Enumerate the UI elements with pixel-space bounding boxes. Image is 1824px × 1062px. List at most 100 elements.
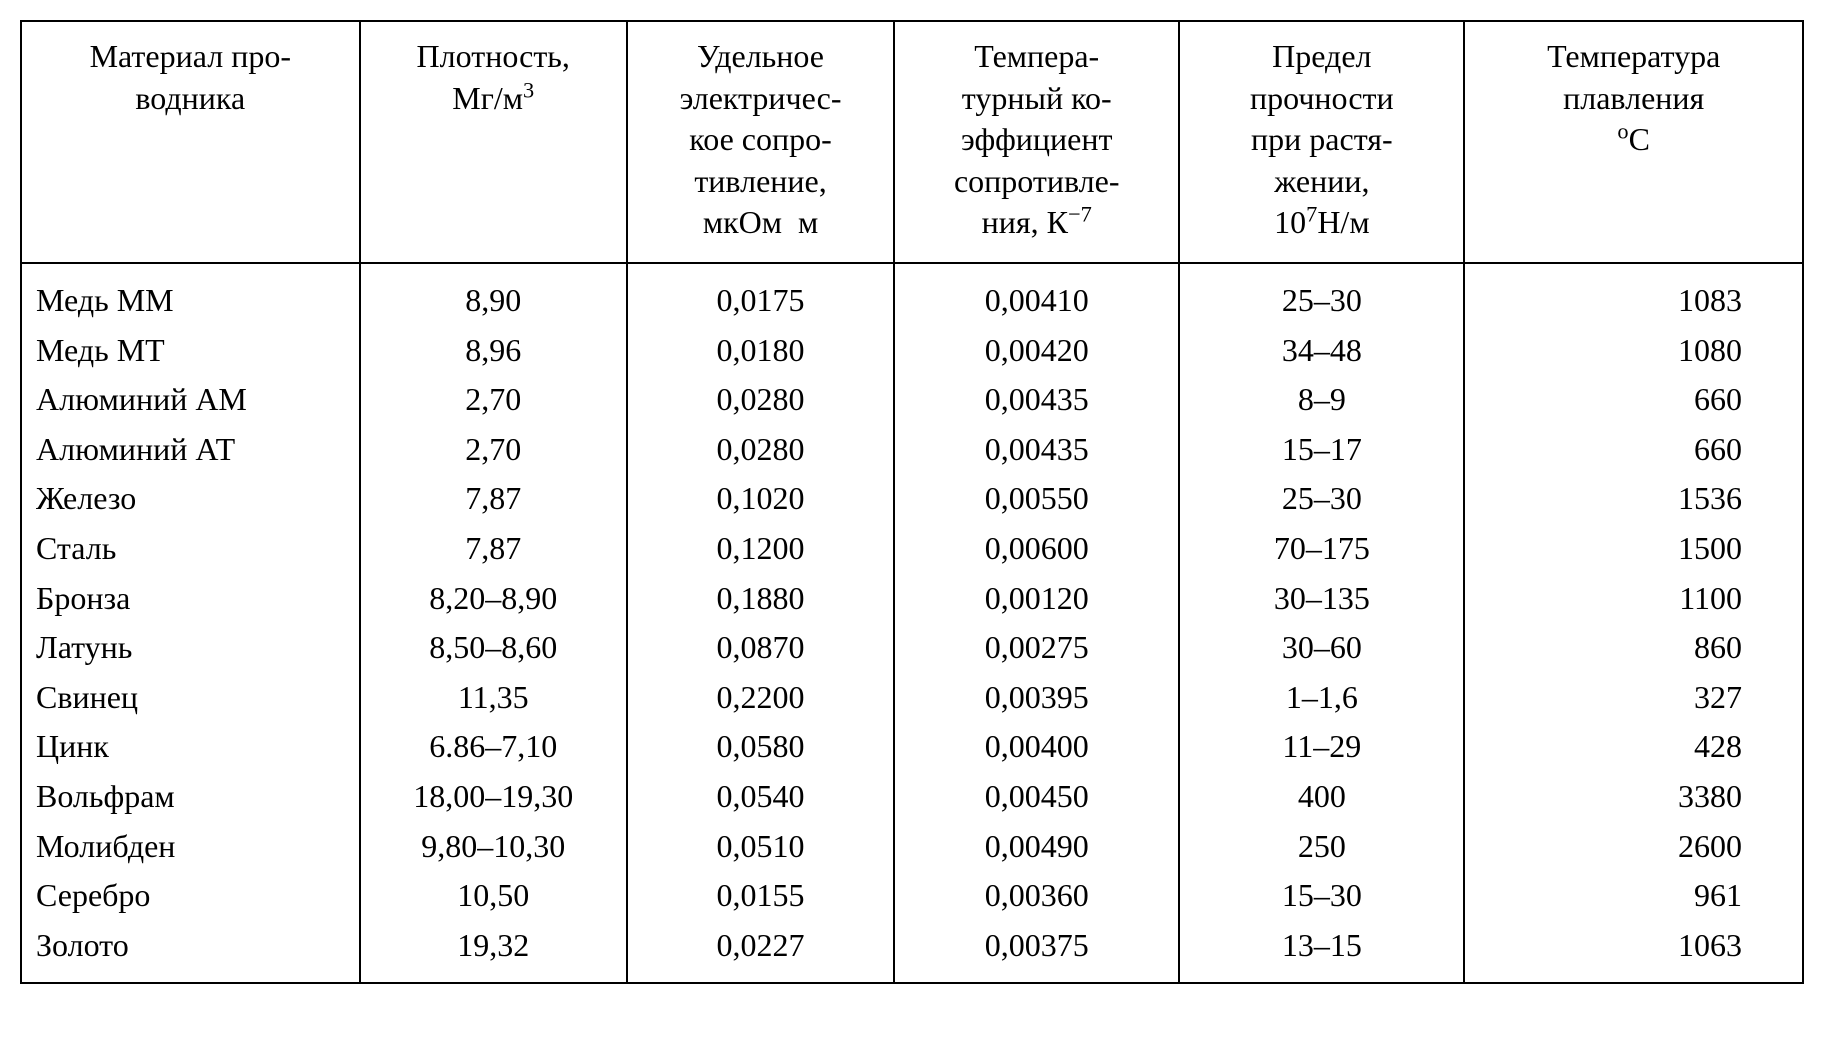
cell-resist: 0,1200 <box>627 524 894 574</box>
col-header-resistance: Удельноеэлектричес-кое сопро-тивление,мк… <box>627 21 894 263</box>
cell-resist: 0,1880 <box>627 574 894 624</box>
cell-melt: 428 <box>1464 722 1803 772</box>
cell-tensile: 30–135 <box>1179 574 1464 624</box>
table-row: Бронза8,20–8,900,18800,0012030–1351100 <box>21 574 1803 624</box>
conductor-properties-table: Материал про-водника Плотность,Мг/м3 Уде… <box>20 20 1804 984</box>
cell-tempco: 0,00490 <box>894 822 1179 872</box>
cell-material: Бронза <box>21 574 360 624</box>
cell-density: 2,70 <box>360 425 627 475</box>
table-row: Сталь7,870,12000,0060070–1751500 <box>21 524 1803 574</box>
cell-material: Железо <box>21 474 360 524</box>
cell-material: Вольфрам <box>21 772 360 822</box>
col-header-material: Материал про-водника <box>21 21 360 263</box>
cell-melt: 1063 <box>1464 921 1803 984</box>
cell-density: 7,87 <box>360 524 627 574</box>
cell-tensile: 1–1,6 <box>1179 673 1464 723</box>
table-row: Медь ММ8,900,01750,0041025–301083 <box>21 263 1803 326</box>
cell-tempco: 0,00360 <box>894 871 1179 921</box>
cell-melt: 961 <box>1464 871 1803 921</box>
cell-tensile: 15–30 <box>1179 871 1464 921</box>
cell-melt: 860 <box>1464 623 1803 673</box>
cell-tempco: 0,00120 <box>894 574 1179 624</box>
cell-resist: 0,0540 <box>627 772 894 822</box>
cell-tensile: 13–15 <box>1179 921 1464 984</box>
cell-material: Золото <box>21 921 360 984</box>
cell-material: Молибден <box>21 822 360 872</box>
cell-tensile: 30–60 <box>1179 623 1464 673</box>
cell-resist: 0,0510 <box>627 822 894 872</box>
cell-resist: 0,0175 <box>627 263 894 326</box>
cell-material: Алюминий АМ <box>21 375 360 425</box>
cell-tensile: 250 <box>1179 822 1464 872</box>
cell-resist: 0,2200 <box>627 673 894 723</box>
col-header-melting: ТемператураплавленияоС <box>1464 21 1803 263</box>
table-header: Материал про-водника Плотность,Мг/м3 Уде… <box>21 21 1803 263</box>
table-row: Алюминий АМ2,700,02800,004358–9660 <box>21 375 1803 425</box>
cell-tempco: 0,00435 <box>894 375 1179 425</box>
table-row: Медь МТ8,960,01800,0042034–481080 <box>21 326 1803 376</box>
cell-material: Латунь <box>21 623 360 673</box>
cell-tensile: 11–29 <box>1179 722 1464 772</box>
cell-tempco: 0,00450 <box>894 772 1179 822</box>
table-row: Железо7,870,10200,0055025–301536 <box>21 474 1803 524</box>
table-body: Медь ММ8,900,01750,0041025–301083Медь МТ… <box>21 263 1803 983</box>
table-header-row: Материал про-водника Плотность,Мг/м3 Уде… <box>21 21 1803 263</box>
cell-tensile: 25–30 <box>1179 263 1464 326</box>
cell-tempco: 0,00435 <box>894 425 1179 475</box>
cell-melt: 2600 <box>1464 822 1803 872</box>
cell-resist: 0,0155 <box>627 871 894 921</box>
cell-density: 19,32 <box>360 921 627 984</box>
cell-material: Медь ММ <box>21 263 360 326</box>
cell-density: 9,80–10,30 <box>360 822 627 872</box>
cell-density: 8,20–8,90 <box>360 574 627 624</box>
cell-material: Алюминий АТ <box>21 425 360 475</box>
table-row: Молибден9,80–10,300,05100,004902502600 <box>21 822 1803 872</box>
cell-tensile: 25–30 <box>1179 474 1464 524</box>
cell-melt: 3380 <box>1464 772 1803 822</box>
col-header-tempco: Темпера-турный ко-эффициентсопротивле-ни… <box>894 21 1179 263</box>
cell-tempco: 0,00420 <box>894 326 1179 376</box>
cell-material: Свинец <box>21 673 360 723</box>
cell-resist: 0,0280 <box>627 425 894 475</box>
cell-tempco: 0,00275 <box>894 623 1179 673</box>
table-row: Серебро10,500,01550,0036015–30961 <box>21 871 1803 921</box>
cell-material: Сталь <box>21 524 360 574</box>
cell-density: 8,96 <box>360 326 627 376</box>
cell-tensile: 15–17 <box>1179 425 1464 475</box>
cell-tensile: 70–175 <box>1179 524 1464 574</box>
cell-melt: 1536 <box>1464 474 1803 524</box>
cell-density: 6.86–7,10 <box>360 722 627 772</box>
col-header-tensile: Пределпрочностипри растя-жении,107Н/м <box>1179 21 1464 263</box>
cell-material: Серебро <box>21 871 360 921</box>
cell-resist: 0,0227 <box>627 921 894 984</box>
cell-melt: 1100 <box>1464 574 1803 624</box>
table-row: Латунь8,50–8,600,08700,0027530–60860 <box>21 623 1803 673</box>
cell-tempco: 0,00375 <box>894 921 1179 984</box>
table-row: Цинк6.86–7,100,05800,0040011–29428 <box>21 722 1803 772</box>
cell-tensile: 34–48 <box>1179 326 1464 376</box>
cell-tensile: 400 <box>1179 772 1464 822</box>
cell-tempco: 0,00410 <box>894 263 1179 326</box>
cell-melt: 327 <box>1464 673 1803 723</box>
col-header-density: Плотность,Мг/м3 <box>360 21 627 263</box>
cell-resist: 0,1020 <box>627 474 894 524</box>
cell-density: 11,35 <box>360 673 627 723</box>
cell-density: 7,87 <box>360 474 627 524</box>
cell-resist: 0,0180 <box>627 326 894 376</box>
cell-resist: 0,0580 <box>627 722 894 772</box>
cell-resist: 0,0870 <box>627 623 894 673</box>
table-row: Золото19,320,02270,0037513–151063 <box>21 921 1803 984</box>
cell-density: 18,00–19,30 <box>360 772 627 822</box>
cell-melt: 660 <box>1464 375 1803 425</box>
cell-melt: 1500 <box>1464 524 1803 574</box>
cell-melt: 1083 <box>1464 263 1803 326</box>
cell-tempco: 0,00400 <box>894 722 1179 772</box>
cell-resist: 0,0280 <box>627 375 894 425</box>
cell-material: Цинк <box>21 722 360 772</box>
cell-melt: 660 <box>1464 425 1803 475</box>
cell-density: 8,50–8,60 <box>360 623 627 673</box>
cell-density: 2,70 <box>360 375 627 425</box>
cell-tempco: 0,00550 <box>894 474 1179 524</box>
cell-density: 10,50 <box>360 871 627 921</box>
table-row: Вольфрам18,00–19,300,05400,004504003380 <box>21 772 1803 822</box>
